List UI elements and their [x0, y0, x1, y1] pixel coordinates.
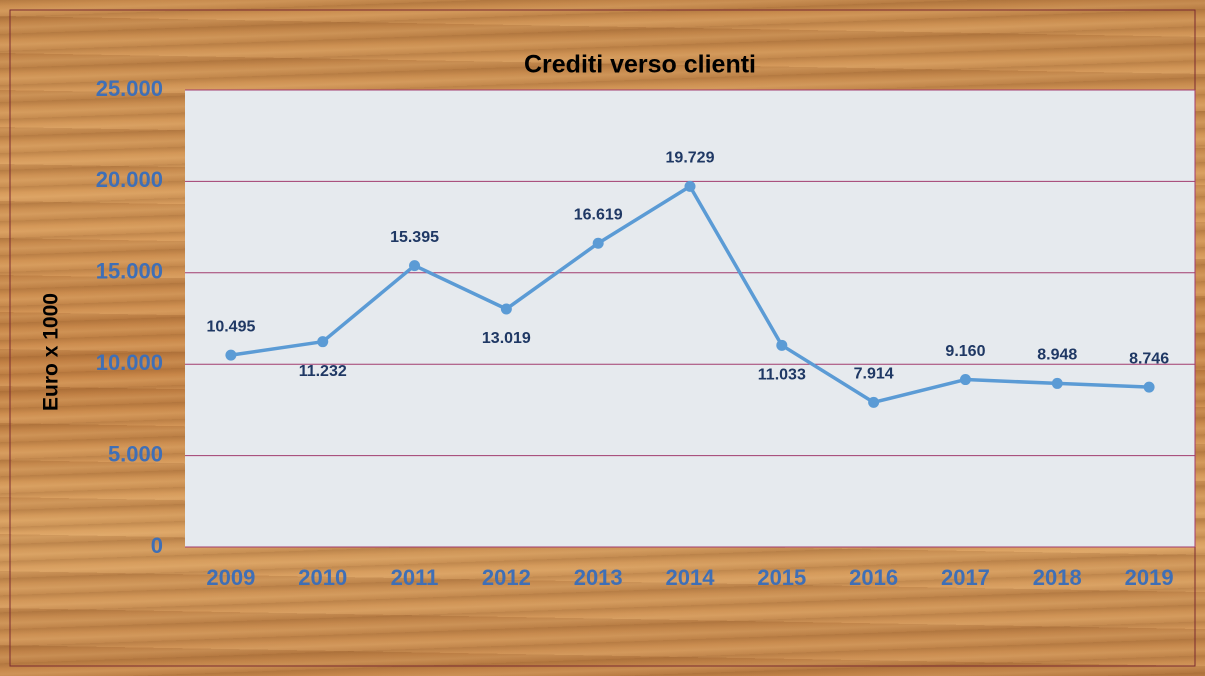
- x-tick-label: 2015: [757, 565, 806, 590]
- x-tick-label: 2009: [206, 565, 255, 590]
- data-label: 11.033: [758, 367, 806, 384]
- y-tick-label: 5.000: [108, 441, 163, 466]
- x-tick-label: 2017: [941, 565, 990, 590]
- x-tick-label: 2013: [574, 565, 623, 590]
- data-point: [684, 180, 696, 192]
- y-tick-label: 25.000: [96, 76, 163, 101]
- data-point: [959, 374, 971, 386]
- y-tick-label: 20.000: [96, 167, 163, 192]
- x-tick-label: 2012: [482, 565, 531, 590]
- data-label: 8.948: [1037, 347, 1077, 364]
- data-label: 16.619: [574, 206, 623, 223]
- x-tick-label: 2010: [298, 565, 347, 590]
- data-label: 7.914: [854, 366, 894, 383]
- data-point: [868, 396, 880, 408]
- y-axis-label: Euro x 1000: [40, 293, 63, 411]
- y-tick-label: 0: [151, 533, 163, 558]
- data-label: 11.232: [299, 363, 347, 380]
- x-tick-label: 2019: [1125, 565, 1174, 590]
- data-point: [225, 349, 237, 361]
- data-point: [317, 336, 329, 348]
- data-label: 10.495: [206, 318, 255, 335]
- chart-title: Crediti verso clienti: [524, 51, 756, 79]
- data-point: [1143, 381, 1155, 393]
- data-label: 9.160: [945, 343, 985, 360]
- x-tick-label: 2014: [666, 565, 716, 590]
- x-tick-label: 2018: [1033, 565, 1082, 590]
- data-label: 19.729: [666, 150, 715, 167]
- y-tick-label: 10.000: [96, 350, 163, 375]
- data-point: [1051, 377, 1063, 389]
- data-label: 8.746: [1129, 350, 1169, 367]
- y-tick-label: 15.000: [96, 259, 163, 284]
- data-label: 13.019: [482, 330, 531, 347]
- data-point: [776, 339, 788, 351]
- data-point: [500, 303, 512, 315]
- x-tick-label: 2016: [849, 565, 898, 590]
- data-label: 15.395: [390, 229, 439, 246]
- data-point: [409, 260, 421, 272]
- data-point: [592, 237, 604, 249]
- x-tick-label: 2011: [391, 565, 439, 590]
